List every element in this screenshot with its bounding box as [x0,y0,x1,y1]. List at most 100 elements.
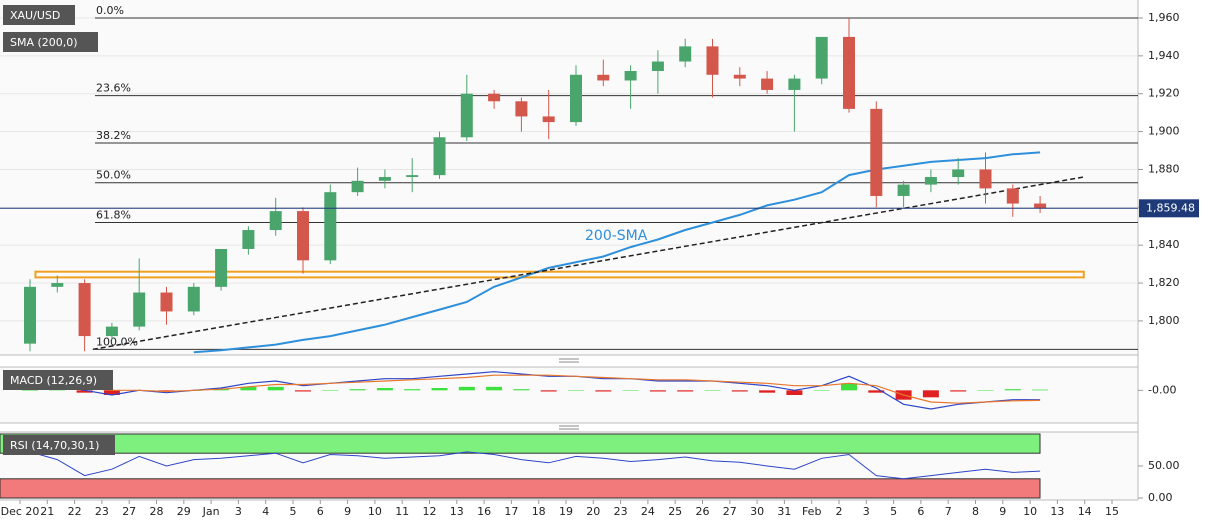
macd-histogram-bar [568,390,584,391]
x-tick-label: 14 [1078,505,1092,518]
x-tick-label: 3 [863,505,870,518]
candle-body [897,184,910,196]
fib-label: 38.2% [96,129,131,142]
macd-histogram-bar [922,390,939,398]
panel-handle[interactable] [559,358,579,363]
candle-body [1006,188,1019,204]
candle-body [406,175,419,178]
x-tick-label: 2 [836,505,843,518]
x-tick-label: 26 [696,505,710,518]
macd-histogram-bar [513,389,530,391]
macd-histogram-bar [977,390,994,391]
x-tick-label: 19 [559,505,573,518]
last-price-box [1139,199,1199,218]
macd-panel [0,367,1138,423]
candle-body [51,283,64,287]
candle-body [105,326,118,337]
y-tick-label: 1,960 [1148,11,1180,24]
x-tick-label: 31 [777,505,791,518]
macd-histogram-bar [759,390,776,393]
x-tick-label: 9 [999,505,1006,518]
macd-badge[interactable] [3,370,113,390]
macd-histogram-bar [595,390,612,392]
candle-body [242,230,255,249]
symbol-badge[interactable] [3,5,75,25]
candle-body [133,292,146,327]
x-tick-label: 4 [262,505,269,518]
x-tick-label: 27 [723,505,737,518]
candle-body [815,36,828,79]
macd-histogram-bar [458,386,475,391]
macd-histogram-bar [295,390,311,392]
signal-line [29,374,1041,404]
x-tick-label: 10 [368,505,382,518]
x-tick-label: 22 [68,505,82,518]
candle-body [706,46,719,75]
candle-body [979,169,992,189]
macd-histogram-bar [486,386,503,391]
candle-body [378,177,391,181]
candle-body [788,78,801,90]
x-tick-label: 12 [423,505,437,518]
candle-body [269,211,282,231]
indicator-badge[interactable] [3,32,98,52]
macd-histogram-bar [1032,389,1049,391]
fib-label: 100.0% [96,335,138,348]
macd-histogram-bar [786,390,803,395]
x-tick-label: 6 [917,505,924,518]
macd-histogram-bar [649,390,666,392]
candle-body [460,93,473,138]
candle-body [843,36,855,109]
candle-body [624,71,637,81]
plot-layer: 1,8001,8201,8401,8601,8801,9001,9201,940… [0,4,1199,518]
x-tick-label: 25 [668,505,682,518]
candle-body [297,211,309,261]
candle-body [679,46,692,62]
x-tick-label: 13 [450,505,464,518]
x-tick-label: 21 [40,505,54,518]
x-tick-label: 16 [477,505,491,518]
candle-body [733,74,746,79]
x-tick-label: 23 [614,505,628,518]
candle-body [1034,203,1047,209]
fib-label: 23.6% [96,82,131,95]
x-tick-label: 6 [317,505,324,518]
macd-label: MACD (12,26,9) [10,374,97,387]
macd-histogram-bar [540,390,557,392]
x-tick-label: 17 [504,505,518,518]
sma-annotation: 200-SMA [585,228,648,244]
panel-handle[interactable] [559,425,579,430]
candle-body [761,78,774,90]
macd-histogram-bar [349,389,366,391]
x-tick-label: 8 [972,505,979,518]
indicator-label: SMA (200,0) [10,36,78,49]
y-tick-label: 50.00 [1148,459,1180,472]
y-tick-label: 1,900 [1148,125,1180,138]
macd-histogram-bar [731,390,748,392]
x-tick-label: 10 [1023,505,1037,518]
y-tick-label: 1,820 [1148,276,1180,289]
x-tick-label: 15 [1105,505,1119,518]
macd-histogram-bar [103,390,120,395]
y-tick-label: 1,940 [1148,49,1180,62]
candle-body [515,101,528,117]
fib-label: 61.8% [96,208,131,221]
x-tick-label: 20 [586,505,600,518]
macd-histogram-bar [950,390,967,392]
macd-histogram-bar [240,386,257,391]
macd-histogram-bar [431,388,448,391]
rsi-badge[interactable] [3,435,115,455]
candle-body [570,74,582,123]
candle-body [351,180,364,193]
overbought-zone [0,433,1041,454]
x-tick-label: 29 [177,505,191,518]
rsi-label: RSI (14,70,30,1) [10,439,99,452]
candle-body [488,93,501,102]
macd-histogram-bar [376,388,393,391]
y-tick-label: 1,840 [1148,238,1180,251]
candle-body [870,108,883,196]
macd-histogram-bar [404,389,421,391]
candle-body [324,192,337,261]
x-tick-label: 30 [750,505,764,518]
